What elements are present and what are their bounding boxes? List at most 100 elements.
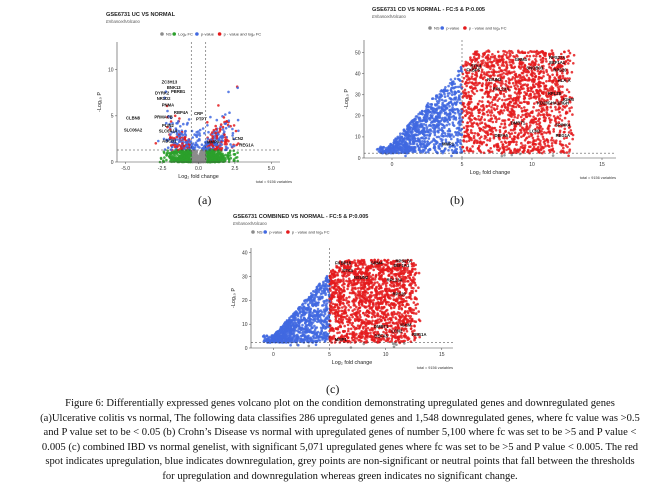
chart-0-point [170, 140, 174, 143]
chart-1-point [530, 118, 534, 121]
chart-1-point [496, 105, 499, 108]
chart-1-point [488, 149, 491, 153]
chart-1-point [571, 113, 574, 116]
chart-1-point [503, 87, 507, 91]
chart-1-point [564, 60, 567, 63]
chart-0-point [166, 149, 169, 152]
chart-1-point [487, 82, 491, 85]
chart-0-x-tick-label-2: 0.0 [195, 166, 202, 172]
chart-1-point [546, 95, 549, 99]
chart-1-point [511, 113, 515, 117]
chart-0-point [178, 117, 181, 120]
chart-0-point [188, 141, 192, 144]
chart-1-point [411, 123, 415, 127]
chart-1-point [488, 139, 492, 142]
chart-2-point [345, 296, 348, 300]
chart-1-point [502, 71, 505, 75]
chart-1-point [516, 122, 520, 126]
chart-1-gene-label-13: DMBT1 [511, 120, 526, 125]
chart-1-point [498, 97, 501, 100]
chart-1-point [446, 94, 450, 98]
chart-1-point [381, 151, 385, 155]
chart-0-gene-label-9: CRP [194, 111, 203, 116]
chart-1-point [465, 140, 468, 143]
chart-1-point [451, 82, 455, 86]
chart-1-point [423, 133, 427, 137]
chart-1-point [513, 137, 516, 141]
chart-1-point [436, 130, 440, 133]
chart-1-point [568, 148, 572, 151]
chart-1-point [567, 62, 570, 65]
chart-0-point [165, 139, 169, 143]
chart-0-point [223, 142, 227, 146]
chart-1-point [534, 120, 538, 124]
chart-1-point [457, 98, 460, 101]
chart-1-point [525, 115, 529, 119]
chart-1-point [562, 137, 566, 140]
chart-1-point [490, 150, 494, 154]
chart-0-point [169, 152, 172, 155]
chart-1-point [478, 149, 482, 152]
chart-0-point [184, 149, 188, 152]
chart-0-x-axis-label: Log₂ fold change [178, 174, 218, 180]
chart-1-point [523, 106, 526, 109]
chart-1-point [389, 142, 392, 146]
chart-1-point [550, 136, 554, 140]
chart-1-point [441, 90, 445, 93]
chart-1-point [557, 88, 561, 92]
chart-1-point [500, 140, 503, 144]
chart-0-point [198, 146, 201, 149]
chart-1-point [440, 111, 443, 114]
chart-1-point [538, 129, 542, 132]
chart-1-point [520, 110, 524, 113]
chart-1-point [461, 107, 464, 111]
chart-1-point [540, 132, 544, 136]
chart-0-point [221, 156, 225, 160]
chart-1-point [523, 78, 527, 81]
chart-1-point [465, 110, 468, 114]
chart-1-point [503, 95, 506, 98]
chart-1-point [560, 57, 563, 60]
chart-0-point [195, 154, 198, 157]
chart-1-point [546, 105, 549, 109]
chart-1-point [422, 123, 426, 126]
chart-0-point [191, 136, 194, 139]
chart-1-y-tick-label-0: 0 [358, 156, 361, 162]
chart-1-point [432, 117, 436, 121]
chart-1-point [490, 106, 493, 109]
chart-0-point [221, 135, 225, 138]
chart-1-point [451, 108, 454, 112]
chart-1-point [513, 135, 517, 139]
chart-1-point [571, 137, 574, 141]
chart-1-point [572, 53, 576, 57]
chart-1-point [434, 97, 438, 101]
chart-1-point [523, 144, 527, 147]
chart-0-point [159, 157, 163, 161]
chart-1-point [493, 103, 497, 106]
chart-1-point [512, 118, 515, 122]
chart-1-point [525, 125, 528, 129]
chart-1-point [504, 60, 508, 64]
chart-1-point [447, 149, 450, 152]
chart-1-point [541, 151, 544, 155]
chart-1-point [478, 108, 482, 111]
chart-1-point [558, 85, 562, 88]
chart-1-point [459, 112, 463, 116]
chart-1-point [430, 103, 433, 106]
chart-1-point [462, 92, 466, 95]
chart-1-point [513, 86, 517, 90]
chart-1-point [405, 143, 408, 147]
chart-1-point [474, 59, 477, 63]
chart-1-point [457, 90, 461, 93]
chart-1-point [514, 105, 518, 109]
chart-1-point [489, 67, 492, 70]
chart-1-point [514, 72, 518, 76]
chart-1-point [438, 120, 441, 123]
chart-1-point [536, 132, 540, 135]
chart-1-point [511, 76, 515, 79]
chart-1-point [438, 99, 441, 102]
chart-1-point [441, 129, 445, 133]
chart-1-point [542, 71, 545, 75]
chart-1-point [571, 133, 575, 137]
chart-1-point [496, 63, 500, 67]
